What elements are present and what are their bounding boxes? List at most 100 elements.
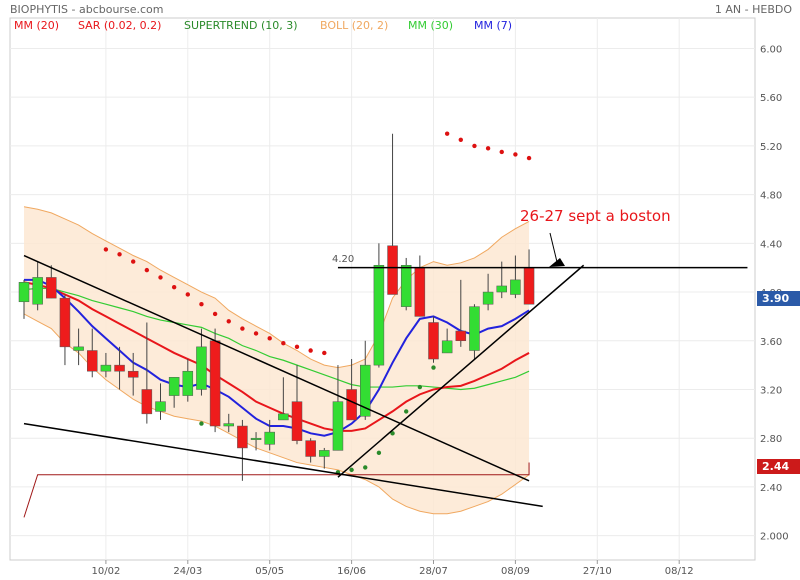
candle-body — [305, 440, 316, 457]
candle-body — [373, 264, 385, 366]
sar-dot — [404, 409, 409, 414]
candle-body — [100, 364, 112, 372]
last-price-value: 3.90 — [762, 292, 789, 305]
y-tick-label: 6.00 — [760, 44, 782, 55]
x-axis: 10/02 24/03 05/05 16/06 28/07 08/09 27/10 08/12 — [91, 560, 694, 577]
sar-dot — [349, 467, 354, 473]
candle-body — [346, 389, 357, 421]
candle-body — [223, 423, 234, 427]
x-tick-label: 08/09 — [501, 566, 530, 577]
y-tick-label: 4.40 — [760, 239, 782, 250]
candle-body — [523, 267, 535, 305]
candle-body — [73, 346, 84, 351]
bollinger-band — [23, 206, 530, 515]
x-tick-label: 28/07 — [419, 566, 448, 577]
trendline — [337, 264, 585, 478]
sar-dot — [322, 350, 327, 356]
candle-body — [319, 450, 330, 457]
supertrend-line — [23, 462, 530, 518]
sar-dot — [513, 152, 518, 157]
candle-body — [291, 401, 303, 441]
mm20-line — [23, 281, 530, 432]
legend-item: MM (7) — [474, 19, 512, 32]
sar-dot — [267, 336, 272, 341]
bollinger-upper — [23, 206, 530, 369]
sar-dots — [103, 131, 532, 475]
candle-body — [510, 279, 521, 295]
candle-body — [196, 346, 207, 390]
chart-title: BIOPHYTIS - abcbourse.com — [10, 3, 163, 16]
candle-body — [414, 267, 426, 317]
candle-body — [496, 285, 507, 293]
x-tick-label: 16/06 — [337, 566, 366, 577]
y-tick-label: 2.000 — [760, 532, 789, 543]
sar-dot — [431, 365, 436, 370]
sar-dot — [499, 149, 504, 155]
candle-body — [127, 370, 139, 378]
candle-body — [455, 330, 467, 342]
candle-body — [209, 340, 221, 427]
sar-dot — [185, 292, 190, 297]
sar-dot — [240, 326, 245, 331]
y-tick-label: 5.20 — [760, 142, 782, 153]
sar-dot — [171, 284, 177, 290]
trendline — [23, 422, 543, 508]
sar-dot — [199, 421, 204, 426]
sar-dot — [253, 331, 259, 336]
sar-dot — [472, 143, 477, 149]
last-price-tag — [757, 291, 800, 306]
plot-frame — [9, 17, 756, 561]
y-tick-label: 2.40 — [760, 483, 782, 494]
candle-body — [469, 306, 480, 351]
sar-dot — [526, 155, 532, 161]
candle-body — [237, 425, 248, 449]
candle-body — [482, 291, 494, 305]
sar-dot — [308, 348, 313, 353]
mm7-line — [24, 278, 530, 437]
candle-body — [387, 245, 398, 295]
legend-item: SUPERTREND (10, 3) — [184, 19, 298, 32]
note-arrow-head — [549, 258, 565, 267]
sar-dot — [390, 431, 395, 436]
legend-item: BOLL (20, 2) — [320, 19, 388, 32]
x-tick-label: 10/02 — [91, 566, 120, 577]
note-arrow-line — [549, 232, 558, 263]
candle-body — [46, 277, 57, 299]
candle-body — [18, 282, 30, 303]
candlesticks — [18, 133, 535, 481]
candle-body — [400, 264, 412, 307]
y-tick-label: 2.80 — [760, 434, 782, 445]
legend-item: SAR (0.02, 0.2) — [78, 19, 161, 32]
candle-body — [332, 401, 344, 451]
sar-dot — [444, 131, 450, 136]
candle-body — [87, 350, 98, 372]
sar-dot — [212, 311, 218, 317]
sar-dot — [199, 302, 204, 307]
sar-dot — [103, 247, 109, 252]
legend: MM (20) SAR (0.02, 0.2) SUPERTREND (10, 3)… — [14, 19, 512, 32]
candle-body — [155, 401, 166, 412]
candle-body — [32, 277, 43, 305]
trendlines — [23, 254, 748, 508]
sar-dot — [117, 252, 122, 257]
candle-body — [264, 431, 275, 445]
note-annotation: 26-27 sept a boston — [520, 207, 671, 225]
candle-body — [278, 413, 289, 421]
sar-dot — [158, 275, 163, 280]
sar-dot — [363, 465, 368, 470]
legend-item: MM (30) — [408, 19, 453, 32]
candle-body — [360, 364, 371, 417]
x-tick-label: 08/12 — [665, 566, 694, 577]
sar-dot — [131, 259, 136, 264]
candle-body — [441, 340, 453, 354]
sar-dot — [144, 267, 150, 273]
period-label: 1 AN - HEBDO — [715, 3, 792, 16]
x-tick-label: 24/03 — [173, 566, 202, 577]
sar-dot — [417, 384, 423, 390]
sar-dot — [485, 146, 491, 151]
candle-body — [428, 322, 439, 360]
candle-body — [182, 370, 194, 396]
x-tick-label: 27/10 — [583, 566, 612, 577]
legend-item: MM (20) — [14, 19, 59, 32]
